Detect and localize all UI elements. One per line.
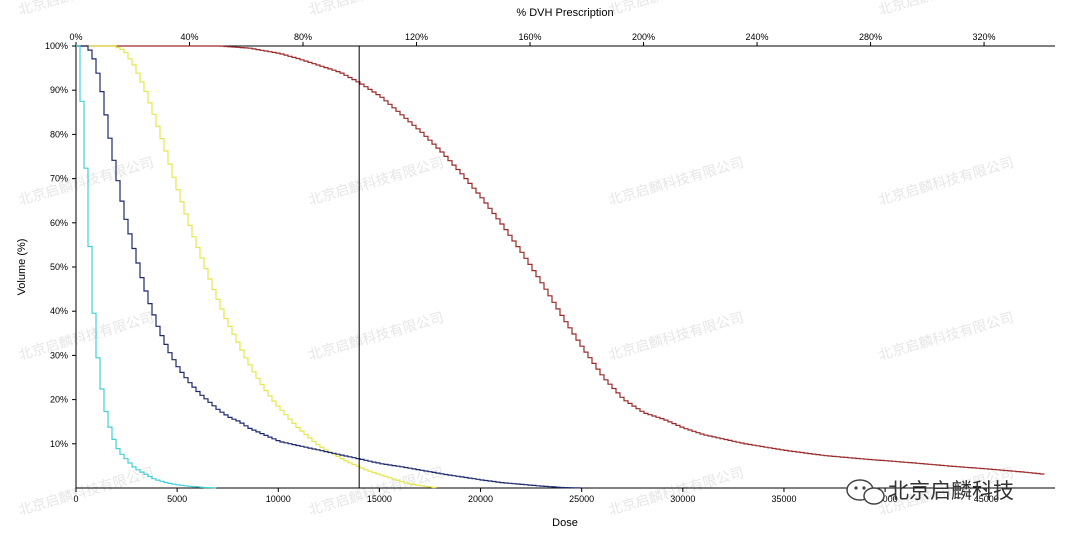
y-tick-label: 100% [45, 41, 68, 51]
watermark-text: 北京启麟科技有限公司 [307, 310, 446, 364]
top-tick-label: 200% [632, 32, 655, 42]
top-tick-label: 280% [859, 32, 882, 42]
watermark-text: 北京启麟科技有限公司 [17, 310, 156, 364]
logo-text: 北京启麟科技 [888, 479, 1014, 503]
y-tick-label: 80% [50, 129, 68, 139]
watermark-layer: 北京启麟科技有限公司 北京启麟科技有限公司 北京启麟科技有限公司 北京启麟科技有限公司… [17, 0, 1016, 519]
top-axis-ticks: 0% 40% 80% 120% 160% 200% 240% 280% 320% [69, 32, 996, 46]
series-layer [76, 45, 1045, 489]
y-axis-ticks: 10% 20% 30% 40% 50% 60% 70% 80% 90% 100% [45, 41, 76, 449]
top-tick-label: 160% [519, 32, 542, 42]
x-tick-label: 35000 [771, 494, 796, 504]
top-tick-label: 320% [973, 32, 996, 42]
watermark-text: 北京启麟科技有限公司 [877, 155, 1016, 209]
x-tick-label: 45000 [974, 494, 999, 504]
watermark-text: 北京启麟科技有限公司 [877, 0, 1016, 19]
watermark-text: 北京启麟科技有限公司 [607, 0, 746, 19]
x-tick-label: 30000 [670, 494, 695, 504]
brand-logo: 北京启麟科技 [846, 479, 1014, 505]
y-axis-title: Volume (%) [16, 239, 28, 296]
watermark-text: 北京启麟科技有限公司 [17, 0, 156, 19]
watermark-text: 北京启麟科技有限公司 [17, 465, 156, 519]
y-tick-label: 50% [50, 262, 68, 272]
x-tick-label: 25000 [569, 494, 594, 504]
x-tick-label: 10000 [266, 494, 291, 504]
watermark-text: 北京启麟科技有限公司 [877, 310, 1016, 364]
watermark-text: 北京启麟科技有限公司 [17, 155, 156, 209]
chat-bubble-icon [846, 479, 885, 505]
top-tick-label: 80% [294, 32, 312, 42]
top-axis-title: % DVH Prescription [516, 7, 613, 19]
x-tick-label: 0 [73, 494, 78, 504]
watermark-text: 北京启麟科技有限公司 [307, 155, 446, 209]
watermark-text: 北京启麟科技有限公司 [607, 465, 746, 519]
y-tick-label: 10% [50, 439, 68, 449]
top-tick-label: 240% [746, 32, 769, 42]
x-axis-title: Dose [552, 517, 578, 529]
x-tick-label: 40000 [873, 494, 898, 504]
y-tick-label: 90% [50, 85, 68, 95]
x-tick-label: 15000 [367, 494, 392, 504]
y-tick-label: 60% [50, 218, 68, 228]
y-tick-label: 70% [50, 174, 68, 184]
plot-frame [75, 45, 1055, 489]
y-tick-label: 30% [50, 350, 68, 360]
watermark-text: 北京启麟科技有限公司 [307, 0, 446, 19]
dvh-series-line [76, 45, 1045, 475]
watermark-text: 北京启麟科技有限公司 [607, 155, 746, 209]
top-tick-label: 120% [405, 32, 428, 42]
top-tick-label: 0% [69, 32, 82, 42]
y-tick-label: 20% [50, 395, 68, 405]
dvh-series-line [76, 45, 437, 489]
dvh-series-line [76, 45, 581, 489]
x-tick-label: 20000 [468, 494, 493, 504]
top-tick-label: 40% [180, 32, 198, 42]
x-tick-label: 5000 [167, 494, 187, 504]
watermark-text: 北京启麟科技有限公司 [607, 310, 746, 364]
x-axis-ticks: 0 5000 10000 15000 20000 25000 30000 35000 40000… [73, 488, 999, 504]
y-tick-label: 40% [50, 306, 68, 316]
dvh-series-line [76, 45, 217, 489]
